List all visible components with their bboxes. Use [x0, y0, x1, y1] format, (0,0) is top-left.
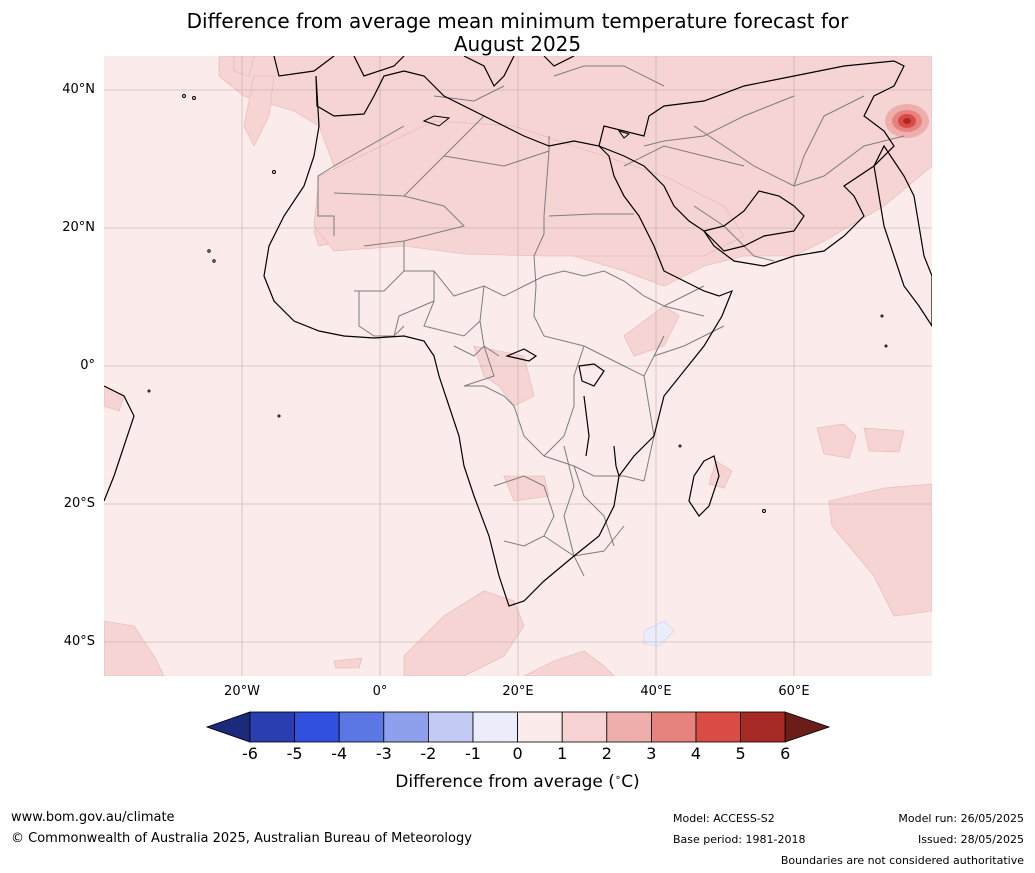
- colorbar: [206, 711, 830, 743]
- lat-label-0: 0°: [80, 358, 95, 373]
- colorbar-cell: [695, 711, 741, 743]
- lon-label-60e: 60°E: [778, 684, 810, 699]
- disclaimer-text: Boundaries are not considered authoritat…: [780, 854, 1024, 867]
- lon-label-40e: 40°E: [640, 684, 672, 699]
- model-text: Model: ACCESS-S2: [673, 812, 775, 825]
- colorbar-tick-label: 4: [690, 744, 702, 763]
- model-run-text: Model run: 26/05/2025: [898, 812, 1024, 825]
- copyright-text: © Commonwealth of Australia 2025, Austra…: [11, 831, 472, 846]
- coastlines: [104, 56, 932, 607]
- colorbar-extend-low: [206, 711, 251, 743]
- country-borders: [317, 65, 905, 577]
- colorbar-cell: [517, 711, 563, 743]
- website-link[interactable]: www.bom.gov.au/climate: [11, 810, 175, 825]
- map-canvas: [104, 56, 932, 676]
- map-title: Difference from average mean minimum tem…: [0, 10, 1035, 56]
- colorbar-tick-label: -5: [286, 744, 303, 763]
- colorbar-cell: [561, 711, 608, 743]
- anomaly-1-2-shading: [104, 56, 932, 676]
- colorbar-cell: [740, 711, 786, 743]
- issued-text: Issued: 28/05/2025: [917, 833, 1024, 846]
- colorbar-cell: [294, 711, 340, 743]
- lat-label-40n: 40°N: [62, 82, 95, 97]
- colorbar-tick-label: -2: [420, 744, 437, 763]
- colorbar-cell: [472, 711, 518, 743]
- colorbar-extend-high: [784, 711, 830, 743]
- graticule: [104, 56, 932, 676]
- lat-label-20n: 20°N: [62, 220, 95, 235]
- title-line-2: August 2025: [453, 32, 582, 56]
- lon-label-0: 0°: [372, 684, 388, 699]
- forecast-map: [104, 56, 932, 676]
- colorbar-tick-label: 0: [512, 744, 523, 763]
- colorbar-cell: [383, 711, 429, 743]
- colorbar-tick-label: -3: [375, 744, 392, 763]
- colorbar-cells: [206, 711, 830, 743]
- colorbar-cell: [427, 711, 474, 743]
- islands: [147, 94, 888, 513]
- colorbar-tick-label: 5: [735, 744, 746, 763]
- colorbar-tick-label: 6: [780, 744, 791, 763]
- lat-label-40s: 40°S: [63, 634, 95, 649]
- colorbar-cell: [338, 711, 385, 743]
- colorbar-tick-label: -4: [331, 744, 348, 763]
- colorbar-cell: [249, 711, 295, 743]
- colorbar-tick-label: 2: [601, 744, 612, 763]
- colorbar-tick-label: 1: [557, 744, 568, 763]
- colorbar-cell: [650, 711, 697, 743]
- colorbar-tick-label: 3: [646, 744, 657, 763]
- anomaly-hotspot: [885, 104, 929, 138]
- lon-label-20e: 20°E: [502, 684, 534, 699]
- lat-label-20s: 20°S: [63, 496, 95, 511]
- colorbar-cell: [606, 711, 652, 743]
- colorbar-tick-label: -1: [465, 744, 481, 763]
- colorbar-tick-label: -6: [242, 744, 258, 763]
- title-line-1: Difference from average mean minimum tem…: [186, 9, 849, 33]
- base-period-text: Base period: 1981-2018: [673, 833, 806, 846]
- colorbar-label: Difference from average (∘C): [395, 772, 640, 792]
- lon-label-20w: 20°W: [224, 684, 260, 699]
